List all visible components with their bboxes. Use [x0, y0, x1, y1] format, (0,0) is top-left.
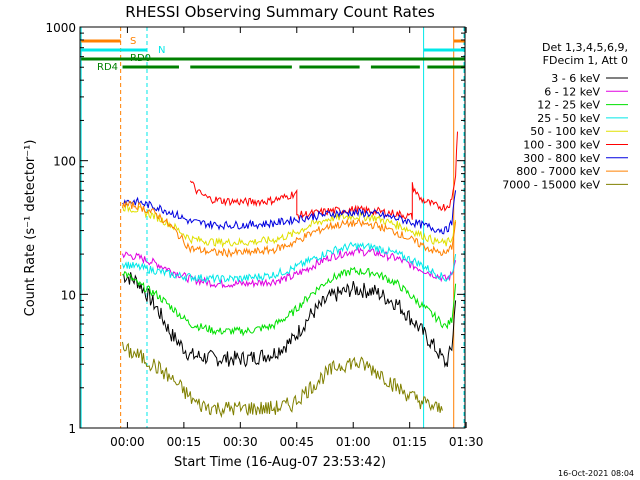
legend: Det 1,3,4,5,6,9,FDecim 1, Att 0 3 - 6 keV… — [502, 41, 628, 191]
series-line-5 — [189, 131, 458, 221]
flag-label-rd4: RD4 — [97, 62, 118, 73]
x-tick-label-3: 00:45 — [279, 435, 314, 449]
legend-label-7: 800 - 7000 keV — [516, 165, 600, 178]
series-line-2 — [122, 266, 457, 337]
flag-label-rd0: RD0 — [130, 53, 151, 64]
legend-label-3: 25 - 50 keV — [537, 112, 600, 125]
series-line-8 — [122, 341, 443, 419]
flag-label-n: N — [158, 45, 165, 56]
timestamp: 16-Oct-2021 08:04 — [558, 469, 634, 478]
series-line-1 — [122, 246, 457, 289]
legend-label-0: 3 - 6 keV — [551, 72, 600, 85]
x-tick-label-6: 01:30 — [449, 435, 484, 449]
y-tick-label-3: 1000 — [45, 21, 76, 35]
legend-label-2: 12 - 25 keV — [537, 99, 600, 112]
flag-label-s: S — [130, 36, 136, 47]
legend-header-1: FDecim 1, Att 0 — [543, 54, 628, 67]
y-axis-ticks: 1 10 100 1000 — [45, 21, 465, 436]
y-tick-label-1: 10 — [61, 288, 76, 302]
x-tick-label-2: 00:30 — [223, 435, 258, 449]
series-line-6 — [122, 190, 457, 235]
legend-label-1: 6 - 12 keV — [544, 85, 600, 98]
series-line-7 — [122, 200, 457, 258]
y-tick-label-2: 100 — [53, 155, 76, 169]
x-tick-label-4: 01:00 — [336, 435, 371, 449]
x-axis-ticks: 00:00 00:15 00:30 00:45 01:00 01:15 01:30 — [110, 27, 483, 449]
series-line-3 — [122, 241, 457, 285]
legend-label-8: 7000 - 15000 keV — [502, 178, 600, 191]
series-lines — [122, 131, 458, 419]
legend-header-0: Det 1,3,4,5,6,9, — [542, 41, 628, 54]
y-tick-label-0: 1 — [68, 422, 76, 436]
legend-label-6: 300 - 800 keV — [523, 152, 600, 165]
x-tick-label-5: 01:15 — [392, 435, 427, 449]
y-axis-label: Count Rate (s⁻¹ detector⁻¹) — [23, 140, 38, 317]
legend-label-5: 100 - 300 keV — [523, 139, 600, 152]
series-line-4 — [122, 203, 457, 249]
flag-bars: S N RD0 RD4 — [81, 36, 465, 73]
chart-title: RHESSI Observing Summary Count Rates — [125, 3, 435, 21]
series-line-0 — [122, 272, 457, 368]
plot-frame — [79, 26, 466, 429]
x-tick-label-1: 00:15 — [167, 435, 202, 449]
x-axis-label: Start Time (16-Aug-07 23:53:42) — [174, 455, 386, 470]
x-tick-label-0: 00:00 — [110, 435, 145, 449]
legend-label-4: 50 - 100 keV — [530, 125, 600, 138]
